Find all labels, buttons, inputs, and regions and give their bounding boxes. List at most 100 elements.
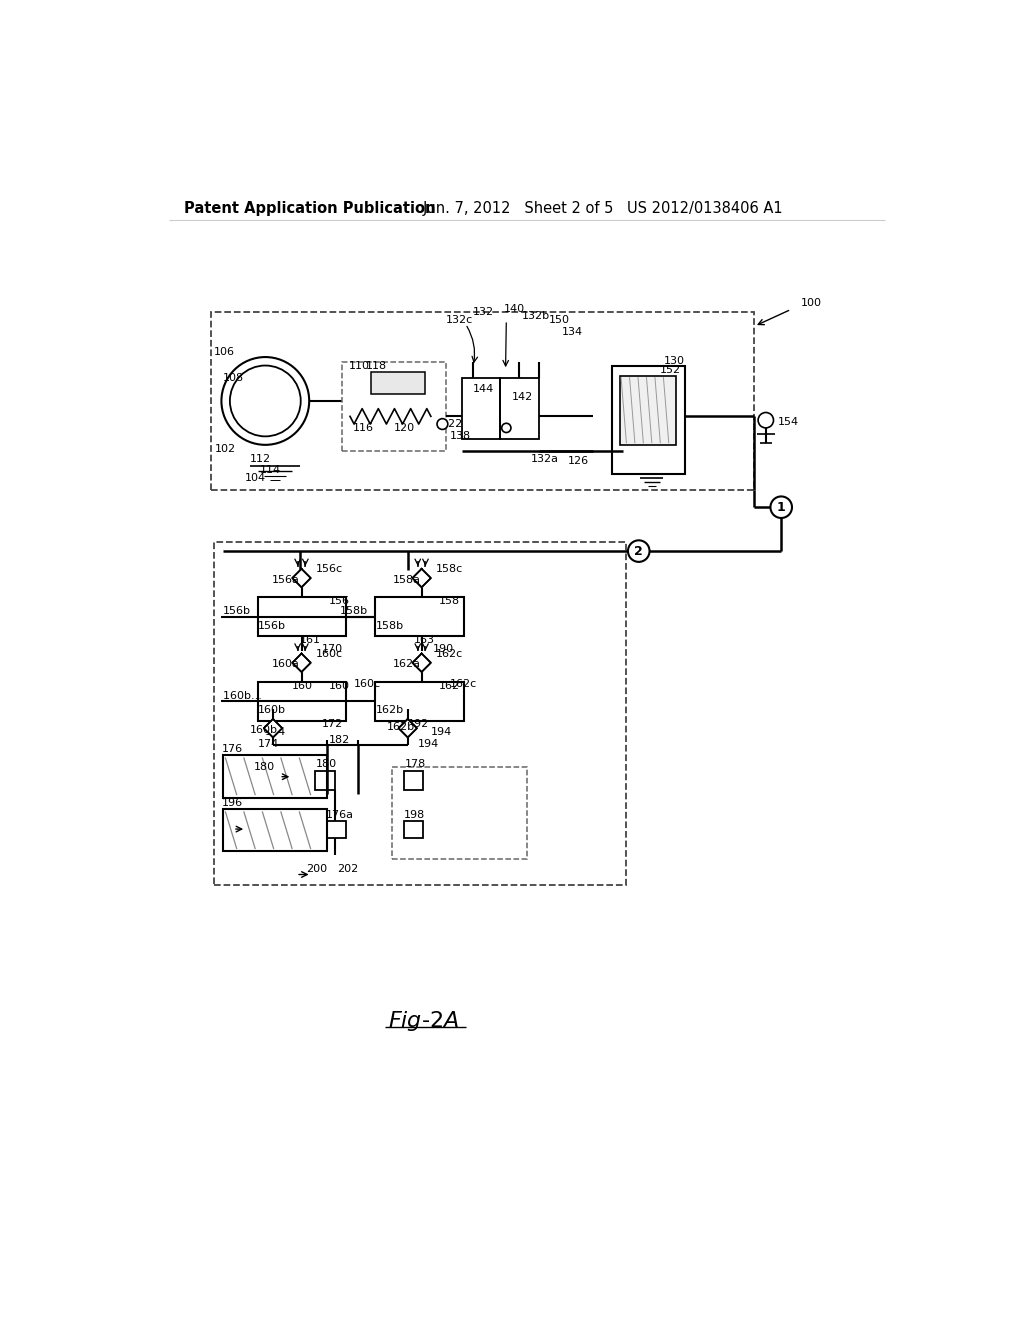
Text: 182: 182	[330, 735, 350, 744]
Text: 2: 2	[635, 545, 643, 557]
Text: 158: 158	[438, 597, 460, 606]
Text: 178: 178	[404, 759, 426, 770]
Text: 132b: 132b	[521, 312, 550, 321]
Polygon shape	[264, 719, 283, 738]
Text: 160c: 160c	[354, 680, 381, 689]
Text: 162b: 162b	[376, 705, 403, 715]
Text: 112: 112	[250, 454, 271, 463]
Text: 161: 161	[300, 635, 321, 644]
Bar	[620, 376, 677, 445]
Text: 132c: 132c	[446, 315, 473, 325]
Text: 132: 132	[473, 308, 495, 317]
Polygon shape	[413, 569, 431, 587]
Text: 160b: 160b	[250, 725, 278, 735]
Text: Jun. 7, 2012   Sheet 2 of 5: Jun. 7, 2012 Sheet 2 of 5	[423, 201, 614, 216]
Polygon shape	[292, 653, 310, 672]
Text: 144: 144	[473, 384, 495, 395]
Bar	[342, 363, 446, 451]
Bar	[211, 313, 755, 490]
Text: 180: 180	[254, 762, 274, 772]
Text: 118: 118	[366, 362, 386, 371]
Text: 194: 194	[431, 727, 453, 737]
Text: 142: 142	[512, 392, 532, 403]
Text: Patent Application Publication: Patent Application Publication	[184, 201, 436, 216]
Polygon shape	[398, 719, 417, 738]
Text: 134: 134	[562, 326, 583, 337]
Text: 194: 194	[418, 739, 439, 748]
Text: 180: 180	[316, 759, 337, 770]
Text: 102: 102	[215, 445, 237, 454]
Bar	[500, 378, 539, 440]
Circle shape	[502, 424, 511, 433]
Text: 176: 176	[221, 744, 243, 754]
Text: 156b: 156b	[258, 620, 286, 631]
Bar	[403, 771, 423, 789]
Text: 104: 104	[245, 473, 265, 483]
Text: 158b: 158b	[376, 620, 403, 631]
Text: 130: 130	[665, 356, 685, 366]
Text: 156: 156	[329, 597, 349, 606]
Bar	[223, 755, 327, 797]
Text: 116: 116	[353, 422, 374, 433]
Polygon shape	[413, 653, 431, 672]
Text: 114: 114	[260, 465, 281, 475]
Polygon shape	[292, 569, 310, 587]
Text: 158a: 158a	[392, 574, 421, 585]
Text: 150: 150	[549, 315, 569, 325]
Text: 160c: 160c	[315, 648, 342, 659]
Bar	[376, 598, 464, 636]
Text: 110: 110	[348, 362, 370, 371]
Text: 176a: 176a	[326, 810, 353, 820]
Text: 160b...: 160b...	[223, 690, 265, 701]
Text: 160: 160	[292, 681, 313, 690]
Text: 174: 174	[265, 727, 287, 737]
Text: 106: 106	[214, 347, 234, 358]
Text: 156b: 156b	[223, 606, 251, 616]
Bar	[392, 767, 527, 859]
Bar	[223, 809, 327, 851]
Bar	[403, 821, 423, 838]
Circle shape	[770, 496, 792, 517]
Text: 172: 172	[322, 719, 343, 730]
Text: 152: 152	[660, 366, 681, 375]
Text: 108: 108	[223, 372, 244, 383]
Bar	[462, 378, 500, 440]
Text: 156c: 156c	[315, 564, 342, 574]
Circle shape	[437, 418, 447, 429]
Bar	[315, 771, 335, 789]
Text: US 2012/0138406 A1: US 2012/0138406 A1	[628, 201, 782, 216]
Text: 160: 160	[329, 681, 349, 690]
Text: 122: 122	[441, 418, 463, 429]
Text: 162: 162	[438, 681, 460, 690]
Text: 202: 202	[337, 865, 358, 874]
Text: 132a: 132a	[531, 454, 559, 463]
Bar	[214, 543, 626, 884]
Text: 196: 196	[221, 797, 243, 808]
Text: 163: 163	[414, 635, 435, 644]
Circle shape	[221, 358, 309, 445]
Text: 162c: 162c	[451, 680, 477, 689]
Text: 160a: 160a	[272, 659, 300, 669]
Text: 126: 126	[568, 455, 589, 466]
Circle shape	[628, 540, 649, 562]
Text: 198: 198	[403, 810, 425, 820]
Bar	[376, 682, 464, 721]
Bar	[327, 821, 346, 838]
Text: 174: 174	[258, 739, 279, 748]
Circle shape	[758, 412, 773, 428]
Circle shape	[230, 366, 301, 437]
Text: 200: 200	[306, 865, 328, 874]
Text: 160b: 160b	[258, 705, 286, 715]
Text: $\mathit{Fig}$-$\mathit{2A}$: $\mathit{Fig}$-$\mathit{2A}$	[388, 1008, 459, 1032]
Bar	[371, 372, 425, 395]
Text: 120: 120	[394, 422, 415, 433]
Text: 192: 192	[408, 719, 429, 730]
Bar	[258, 598, 346, 636]
Text: 154: 154	[777, 417, 799, 426]
Text: 156a: 156a	[272, 574, 300, 585]
Text: 158b: 158b	[340, 606, 368, 616]
Text: 190: 190	[433, 644, 455, 653]
Text: 100: 100	[801, 298, 821, 308]
Text: 138: 138	[451, 430, 471, 441]
Text: 1: 1	[777, 500, 785, 513]
